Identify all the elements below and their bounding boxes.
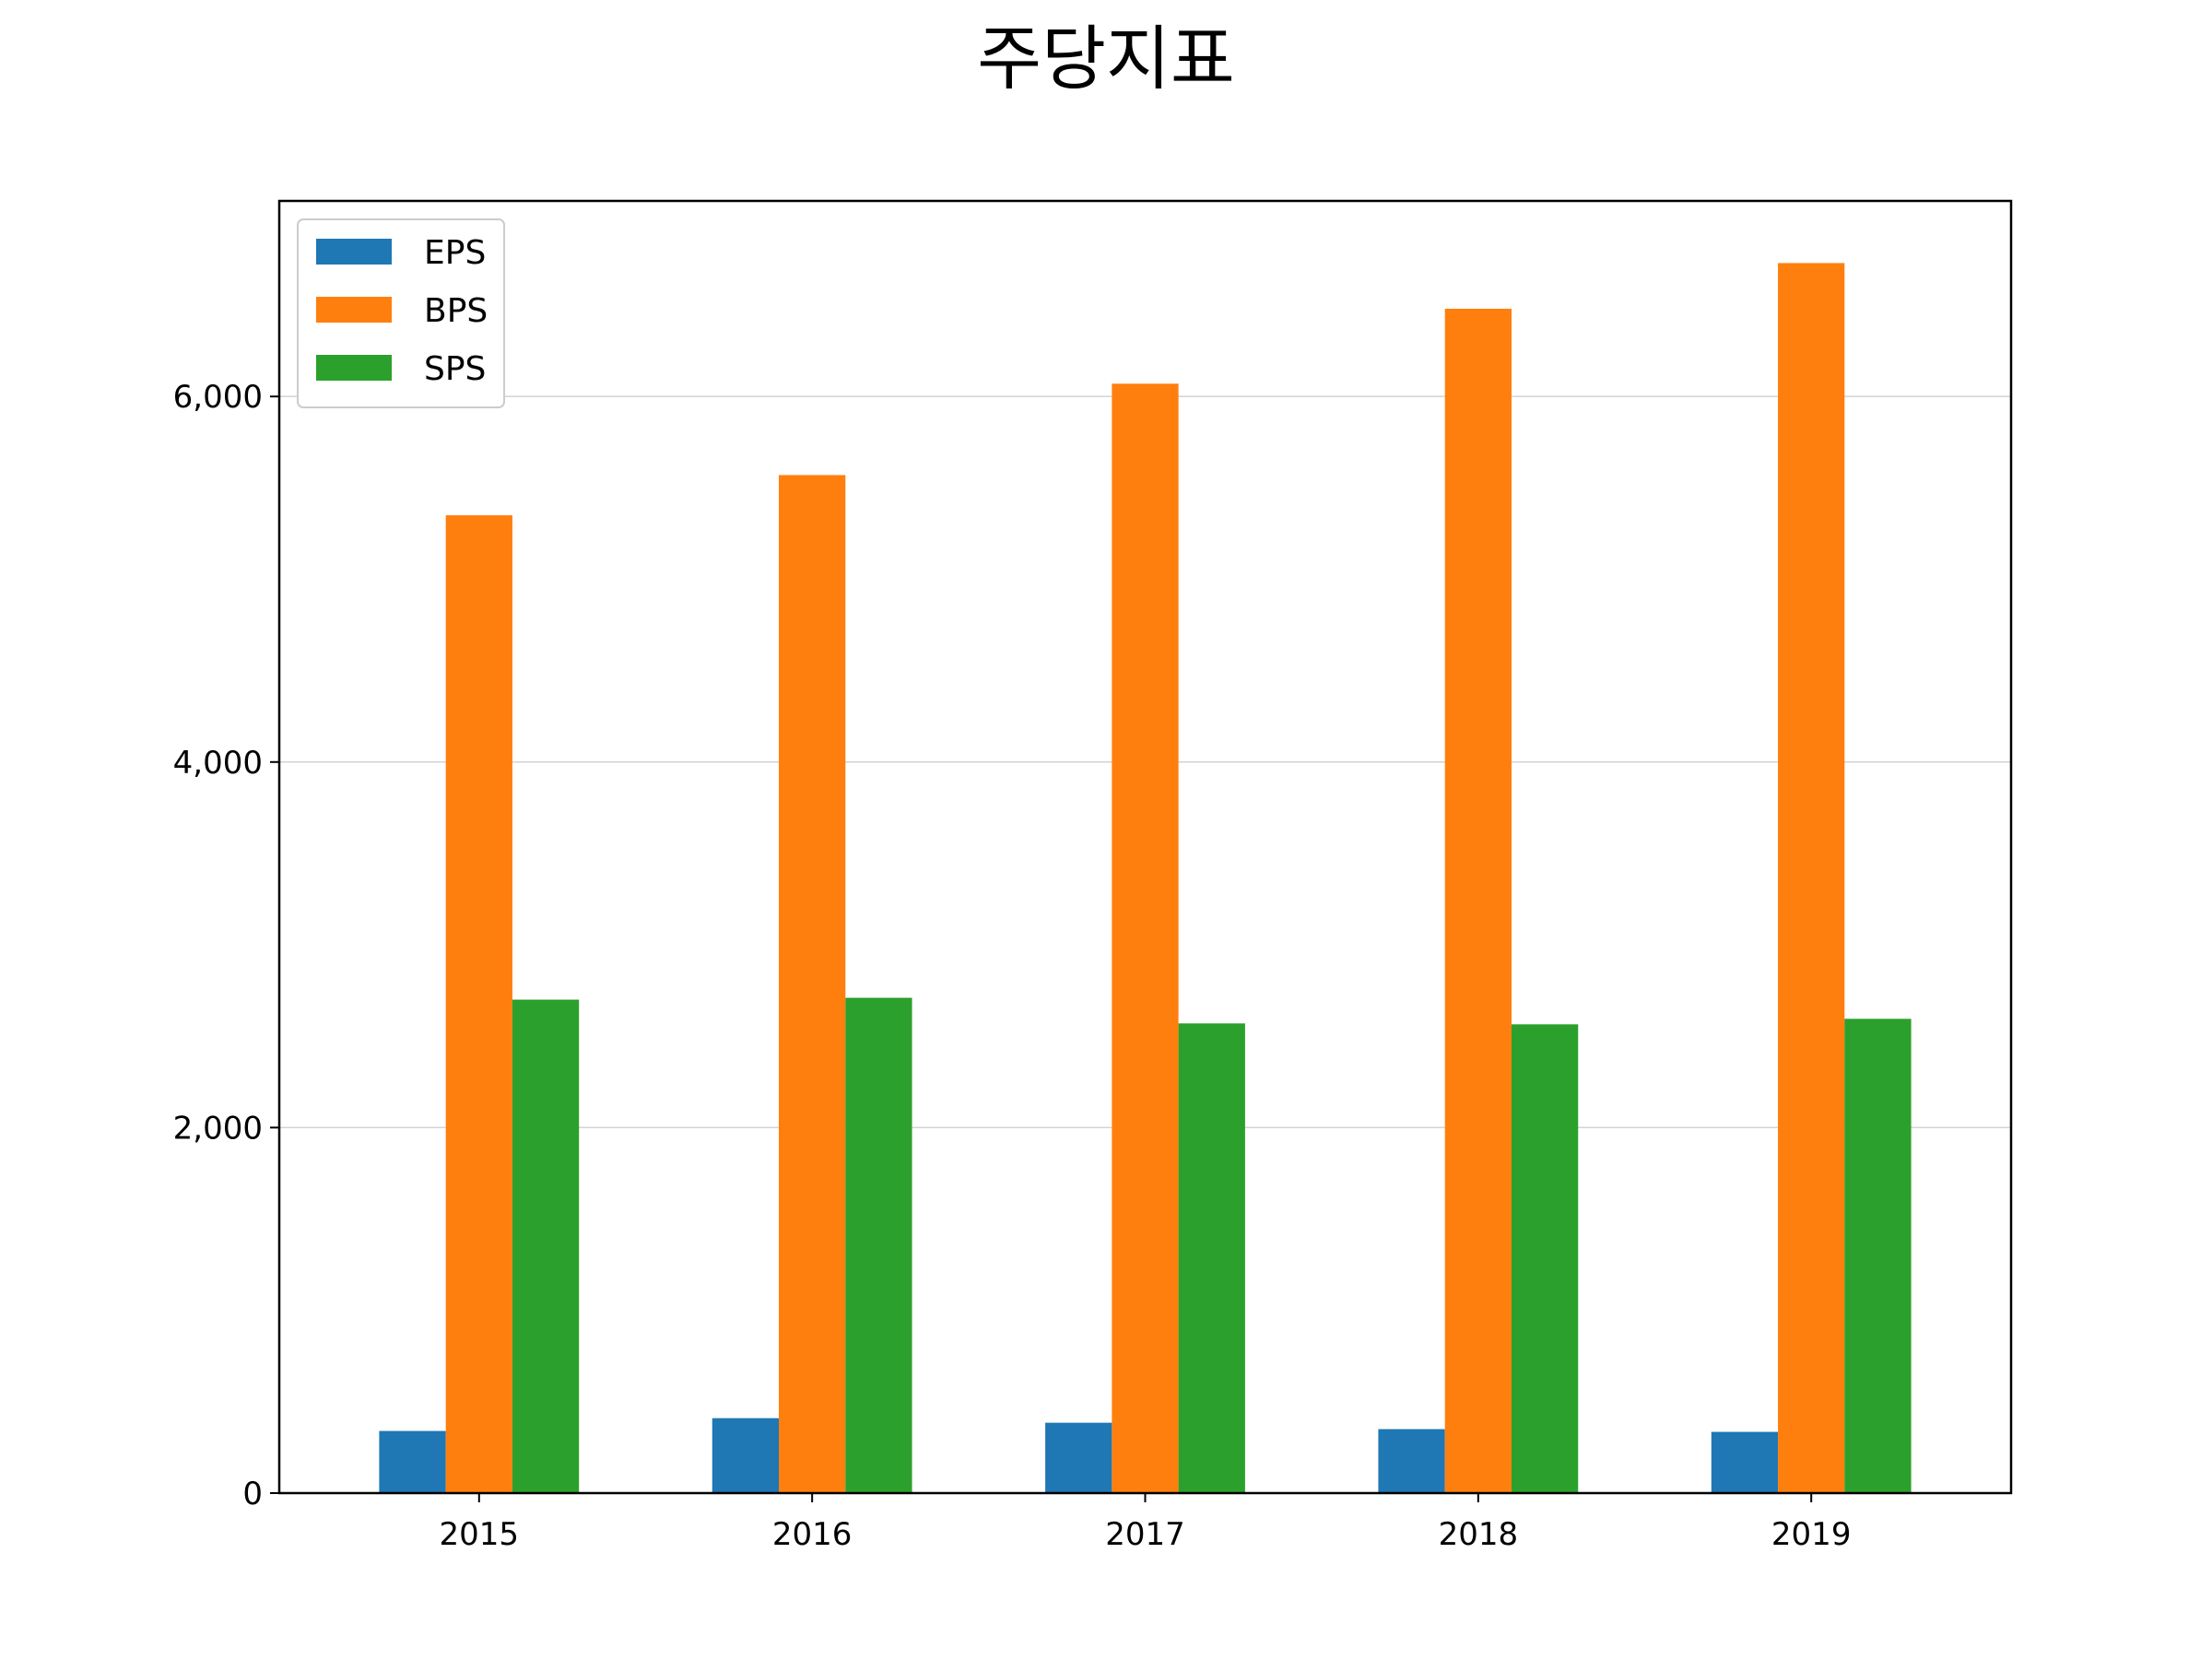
x-tick-label: 2019 (1771, 1516, 1852, 1553)
bar-eps-2019 (1711, 1431, 1779, 1493)
y-tick-label: 0 (242, 1476, 263, 1512)
legend-label-sps: SPS (424, 350, 486, 388)
bar-sps-2016 (845, 997, 912, 1493)
bar-bps-2015 (445, 515, 512, 1494)
legend-swatch-sps (316, 355, 392, 381)
bar-eps-2018 (1378, 1429, 1445, 1493)
legend-label-eps: EPS (424, 234, 486, 272)
bar-sps-2015 (512, 999, 580, 1493)
x-tick-label: 2015 (440, 1516, 520, 1553)
x-axis: 2015 2016 2017 2018 2019 (440, 1493, 1852, 1553)
bar-sps-2019 (1844, 1018, 1912, 1493)
bar-eps-2017 (1045, 1422, 1112, 1493)
chart-title: 주당지표 (977, 18, 1235, 100)
legend-swatch-eps (316, 239, 392, 265)
bars (379, 263, 1912, 1494)
bar-bps-2017 (1112, 383, 1179, 1493)
x-tick-label: 2016 (772, 1516, 853, 1553)
bar-bps-2019 (1778, 263, 1845, 1494)
bar-eps-2016 (712, 1418, 780, 1493)
legend[interactable]: EPS BPS SPS (297, 218, 505, 408)
x-tick-label: 2017 (1105, 1516, 1185, 1553)
x-tick-label: 2018 (1439, 1516, 1519, 1553)
bar-sps-2018 (1511, 1024, 1579, 1493)
y-tick-label: 6,000 (173, 379, 263, 416)
y-tick-label: 4,000 (173, 745, 263, 782)
bar-eps-2015 (379, 1430, 446, 1493)
legend-swatch-bps (316, 297, 392, 323)
bar-bps-2018 (1444, 308, 1512, 1494)
legend-label-bps: BPS (424, 292, 488, 330)
bar-sps-2017 (1178, 1023, 1245, 1493)
y-axis: 0 2,000 4,000 6,000 (173, 379, 279, 1512)
bar-bps-2016 (779, 475, 846, 1493)
y-tick-label: 2,000 (173, 1110, 263, 1147)
